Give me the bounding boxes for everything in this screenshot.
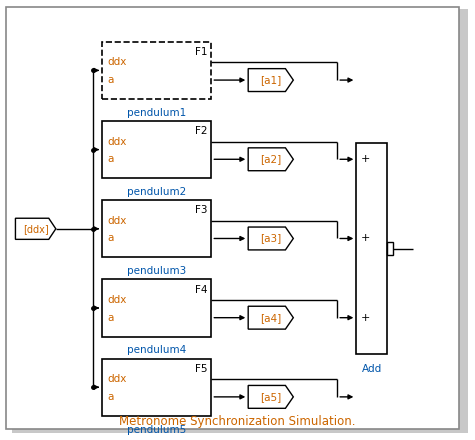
Bar: [102, 42, 211, 99]
Polygon shape: [248, 227, 293, 250]
Text: [a3]: [a3]: [260, 234, 281, 243]
Text: [a1]: [a1]: [260, 75, 281, 85]
Text: [ddx]: [ddx]: [23, 224, 48, 234]
Text: pendulum3: pendulum3: [127, 266, 186, 276]
Text: ddx: ddx: [108, 137, 127, 147]
Text: +: +: [361, 154, 370, 164]
Text: F1: F1: [195, 47, 208, 57]
Text: pendulum4: pendulum4: [127, 345, 186, 356]
Text: ddx: ddx: [108, 374, 127, 384]
Text: a: a: [108, 154, 114, 164]
Text: a: a: [108, 75, 114, 85]
Polygon shape: [248, 69, 293, 92]
Text: [a2]: [a2]: [260, 154, 281, 164]
Text: pendulum2: pendulum2: [127, 187, 186, 197]
Bar: [102, 279, 211, 337]
Text: [a4]: [a4]: [260, 313, 281, 323]
Bar: [356, 143, 387, 354]
Text: Metronome Synchronization Simulation.: Metronome Synchronization Simulation.: [119, 415, 356, 428]
Text: pendulum5: pendulum5: [127, 425, 186, 435]
Text: +: +: [361, 234, 370, 243]
Text: a: a: [108, 392, 114, 402]
Text: pendulum1: pendulum1: [127, 108, 186, 118]
Text: ddx: ddx: [108, 216, 127, 226]
Bar: [102, 121, 211, 178]
Polygon shape: [248, 306, 293, 329]
Text: F4: F4: [195, 285, 208, 295]
Polygon shape: [15, 218, 56, 239]
Text: a: a: [108, 313, 114, 323]
Bar: [102, 200, 211, 257]
Text: +: +: [361, 313, 370, 323]
Text: Add: Add: [361, 364, 382, 374]
Text: ddx: ddx: [108, 295, 127, 305]
Text: F5: F5: [195, 364, 208, 374]
Polygon shape: [248, 385, 293, 408]
Bar: [387, 242, 393, 255]
Text: a: a: [108, 234, 114, 243]
Text: F3: F3: [195, 205, 208, 216]
Bar: [102, 359, 211, 416]
Text: F2: F2: [195, 126, 208, 136]
Text: [a5]: [a5]: [260, 392, 281, 402]
Polygon shape: [248, 148, 293, 171]
Text: ddx: ddx: [108, 58, 127, 67]
